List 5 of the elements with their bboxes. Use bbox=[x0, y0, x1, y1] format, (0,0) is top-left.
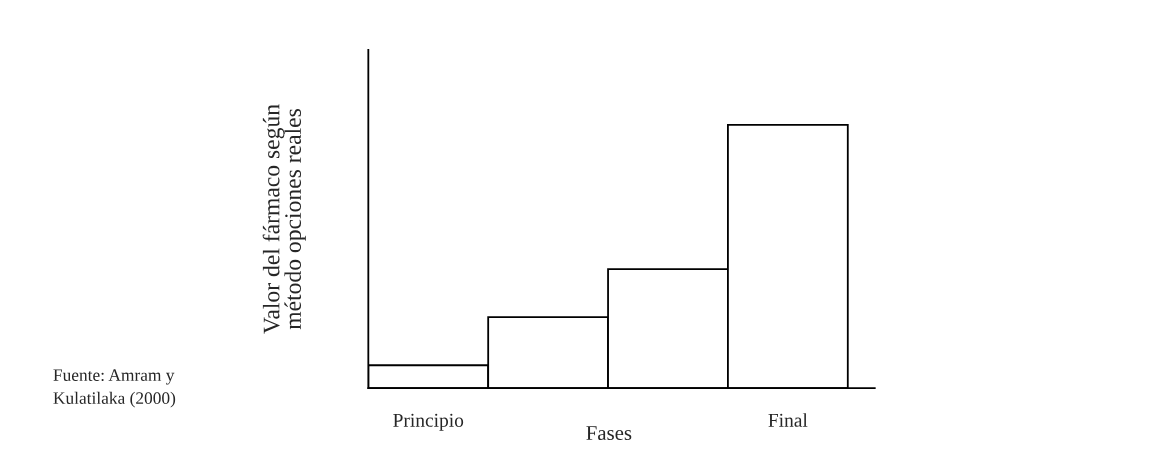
y-axis-title: Valor del fármaco según método opciones reales bbox=[262, 104, 306, 334]
source-note: Fuente: Amram y Kulatilaka (2000) bbox=[53, 369, 176, 408]
x-axis-title: Fases bbox=[586, 426, 632, 441]
x-tick-label: Principio bbox=[393, 413, 464, 431]
x-tick-label: Final bbox=[768, 413, 808, 427]
